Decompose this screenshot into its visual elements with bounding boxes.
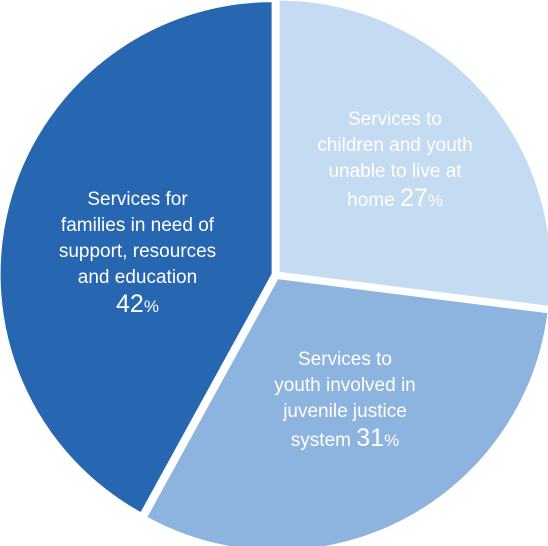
slice-label-line: Services for: [87, 189, 188, 210]
slice-label-line: Services to: [298, 349, 392, 370]
slice-label-families: Services for families in need of support…: [30, 187, 245, 320]
slice-percent-value: 27: [399, 184, 428, 212]
slice-percent-symbol: %: [427, 191, 443, 210]
slice-percent-value: 31: [356, 424, 385, 452]
pie-slice-families: [0, 0, 274, 515]
slice-label-line: families in need of: [60, 215, 215, 236]
slice-label-line: and education: [77, 267, 198, 288]
slice-label-line: youth involved in: [274, 375, 416, 396]
slice-label-line: juvenile justice: [283, 401, 407, 422]
pie-slice-juvenile: [144, 277, 548, 546]
slice-percent-symbol: %: [384, 431, 400, 450]
slice-percent-value: 42: [116, 290, 144, 318]
slice-percent-symbol: %: [143, 297, 159, 316]
slice-label-line: home: [347, 190, 395, 211]
slice-label-line: children and youth: [317, 135, 473, 156]
slice-label-line: unable to live at: [328, 161, 462, 182]
slice-label-home: Services to children and youth unable to…: [290, 107, 500, 214]
slice-label-juvenile: Services to youth involved in juvenile j…: [240, 347, 450, 454]
slice-label-line: support, resources: [58, 241, 217, 262]
slice-label-line: system: [290, 430, 351, 451]
pie-slice-home: [277, 0, 548, 308]
slice-label-line: Services to: [348, 109, 442, 130]
